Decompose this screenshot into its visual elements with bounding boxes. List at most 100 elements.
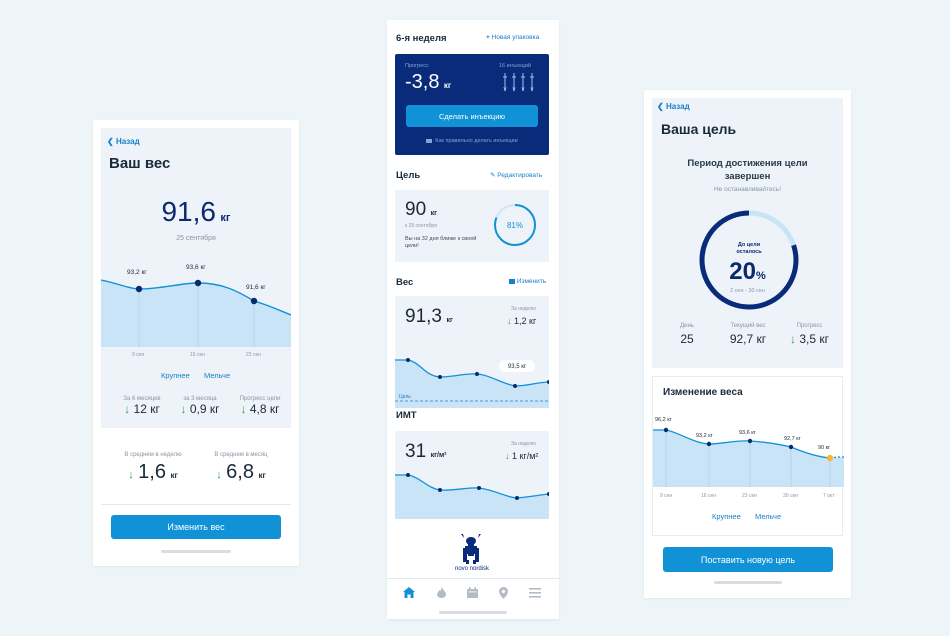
current-weight: 91,6 кг <box>161 196 231 227</box>
location-icon[interactable] <box>499 587 508 599</box>
arrow-down-icon: ↓ <box>240 402 247 416</box>
goal-note: Вы на 32 дня ближе к своей цели! <box>405 236 477 249</box>
goal-screen: ❮ Назад Ваша цель Период достижения цели… <box>644 90 851 598</box>
goal-progress-ring: 81% <box>494 204 536 246</box>
goal-edit-link[interactable]: ✎ Редактировать <box>490 172 543 179</box>
avg-month: В среднем в месяц ↓ 6,8 кг <box>214 452 268 483</box>
inject-help-link[interactable]: Как правильно делать инъекции <box>395 138 549 144</box>
remaining-ring <box>699 210 799 310</box>
menu-icon[interactable] <box>529 588 541 598</box>
chart-point[interactable] <box>547 380 549 384</box>
zoom-out-link[interactable]: Мельче <box>755 512 782 521</box>
injections-label: 16 инъекций <box>499 63 531 69</box>
arrow-down-icon: ↓ <box>128 469 134 481</box>
goal-point[interactable] <box>826 454 834 462</box>
weight-mini-chart: 93,5 кг Цель <box>395 358 549 408</box>
remaining-value: 20% <box>729 258 766 285</box>
weight-title: Вес <box>396 277 414 288</box>
period-title: Период достижения цели завершен <box>687 158 808 182</box>
arrow-down-icon: ↓ <box>180 402 187 416</box>
chart-point[interactable] <box>747 438 753 444</box>
point-label: 93,6 кг <box>739 430 756 436</box>
bmi-card: 31 кг/м² За неделю ↓ 1 кг/м² <box>395 431 549 519</box>
arrow-down-icon: ↓ <box>216 469 222 481</box>
chart-point[interactable] <box>135 285 143 293</box>
point-label: 93,5 кг <box>508 364 527 370</box>
bmi-value: 31 кг/м² <box>405 441 447 462</box>
goal-summary-card: ❮ Назад Ваша цель Период достижения цели… <box>652 98 843 368</box>
arrow-down-icon: ↓ <box>507 316 512 326</box>
axis-tick: 16 сен <box>190 352 205 358</box>
dashboard-screen: 6-я неделя + Новая упаковка Прогресс -3,… <box>387 20 559 619</box>
chart-point[interactable] <box>194 279 202 287</box>
zoom-in-link[interactable]: Крупнее <box>161 371 190 380</box>
page-title: Ваш вес <box>109 155 171 172</box>
week-delta: ↓ 1,2 кг <box>507 316 537 326</box>
calendar-icon[interactable] <box>467 587 478 598</box>
stat-current-weight: Текущий вес 92,7 кг <box>729 323 767 346</box>
axis-tick: 30 сен <box>783 493 798 499</box>
back-button[interactable]: ❮ Назад <box>107 137 140 146</box>
remaining-label: До цели осталось <box>736 242 762 255</box>
goal-date: к 25 сентября <box>405 223 437 229</box>
chart-point[interactable] <box>513 384 517 388</box>
weight-change-link[interactable]: Изменить <box>509 278 546 285</box>
chevron-left-icon: ❮ <box>107 137 114 146</box>
bottom-nav <box>387 578 559 604</box>
weight-card: 91,3 кг За неделю ↓ 1,2 кг 93,5 кг Цель <box>395 296 549 408</box>
bmi-title: ИМТ <box>396 410 417 421</box>
zoom-out-link[interactable]: Мельче <box>204 371 231 380</box>
image-icon <box>509 278 515 284</box>
point-label: 92,7 кг <box>784 436 801 442</box>
page-title: Ваша цель <box>661 121 737 137</box>
chart-point[interactable] <box>515 496 519 500</box>
chart-point[interactable] <box>477 486 481 490</box>
chart-point[interactable] <box>406 473 410 477</box>
weight-card: ❮ Назад Ваш вес 91,6 кг 25 сентября 93,2… <box>101 128 291 428</box>
axis-tick: 23 сен <box>742 493 757 499</box>
home-indicator <box>714 581 782 584</box>
bmi-week-label: За неделю <box>511 441 536 447</box>
avg-week: В среднем в неделю ↓ 1,6 кг <box>124 452 182 483</box>
progress-card: Прогресс -3,8 кг 16 инъекций Сделать инъ… <box>395 54 549 155</box>
change-weight-button[interactable]: Изменить вес <box>111 515 281 539</box>
new-pack-link[interactable]: + Новая упаковка <box>486 34 540 41</box>
video-icon <box>426 138 433 143</box>
stat-6-months: За 6 месяцев ↓ 12 кг <box>123 396 161 416</box>
point-label: 90 кг <box>818 445 830 451</box>
home-icon[interactable] <box>403 587 415 598</box>
period-subtitle: Не останавливайтесь! <box>713 186 782 193</box>
point-label: 96,2 кг <box>655 417 672 423</box>
goal-percent: 81% <box>507 221 523 230</box>
set-new-goal-button[interactable]: Поставить новую цель <box>663 547 833 572</box>
weight-value: 91,3 кг <box>405 306 453 327</box>
progress-value: -3,8 кг <box>405 71 452 93</box>
chart-point[interactable] <box>438 488 442 492</box>
chart-point[interactable] <box>438 375 442 379</box>
axis-tick: 16 сен <box>701 493 716 499</box>
stat-goal-progress: Прогресс цели ↓ 4,8 кг <box>239 396 281 416</box>
point-label: 93,2 кг <box>696 433 713 439</box>
chart-point[interactable] <box>706 441 712 447</box>
pencil-icon: ✎ <box>490 172 496 179</box>
flame-icon[interactable] <box>437 587 446 598</box>
axis-tick: 7 окт <box>823 493 835 499</box>
chart-point[interactable] <box>475 372 479 376</box>
back-button[interactable]: ❮ Назад <box>657 102 690 111</box>
axis-tick: 9 сен <box>132 352 144 358</box>
home-indicator <box>161 550 231 553</box>
logo-text: novo nordisk <box>454 566 490 572</box>
point-label: 93,2 кг <box>127 269 147 276</box>
goal-title: Цель <box>396 170 421 181</box>
chart-point[interactable] <box>250 297 258 305</box>
weight-date: 25 сентября <box>176 235 216 242</box>
chart-point[interactable] <box>547 492 549 496</box>
chart-point[interactable] <box>663 427 669 433</box>
chart-point[interactable] <box>788 444 794 450</box>
inject-button[interactable]: Сделать инъекцию <box>406 105 538 127</box>
point-label: 93,6 кг <box>186 264 206 271</box>
chart-point[interactable] <box>406 358 410 362</box>
bull-icon <box>461 534 481 564</box>
plus-icon: + <box>486 34 490 41</box>
zoom-in-link[interactable]: Крупнее <box>712 512 741 521</box>
